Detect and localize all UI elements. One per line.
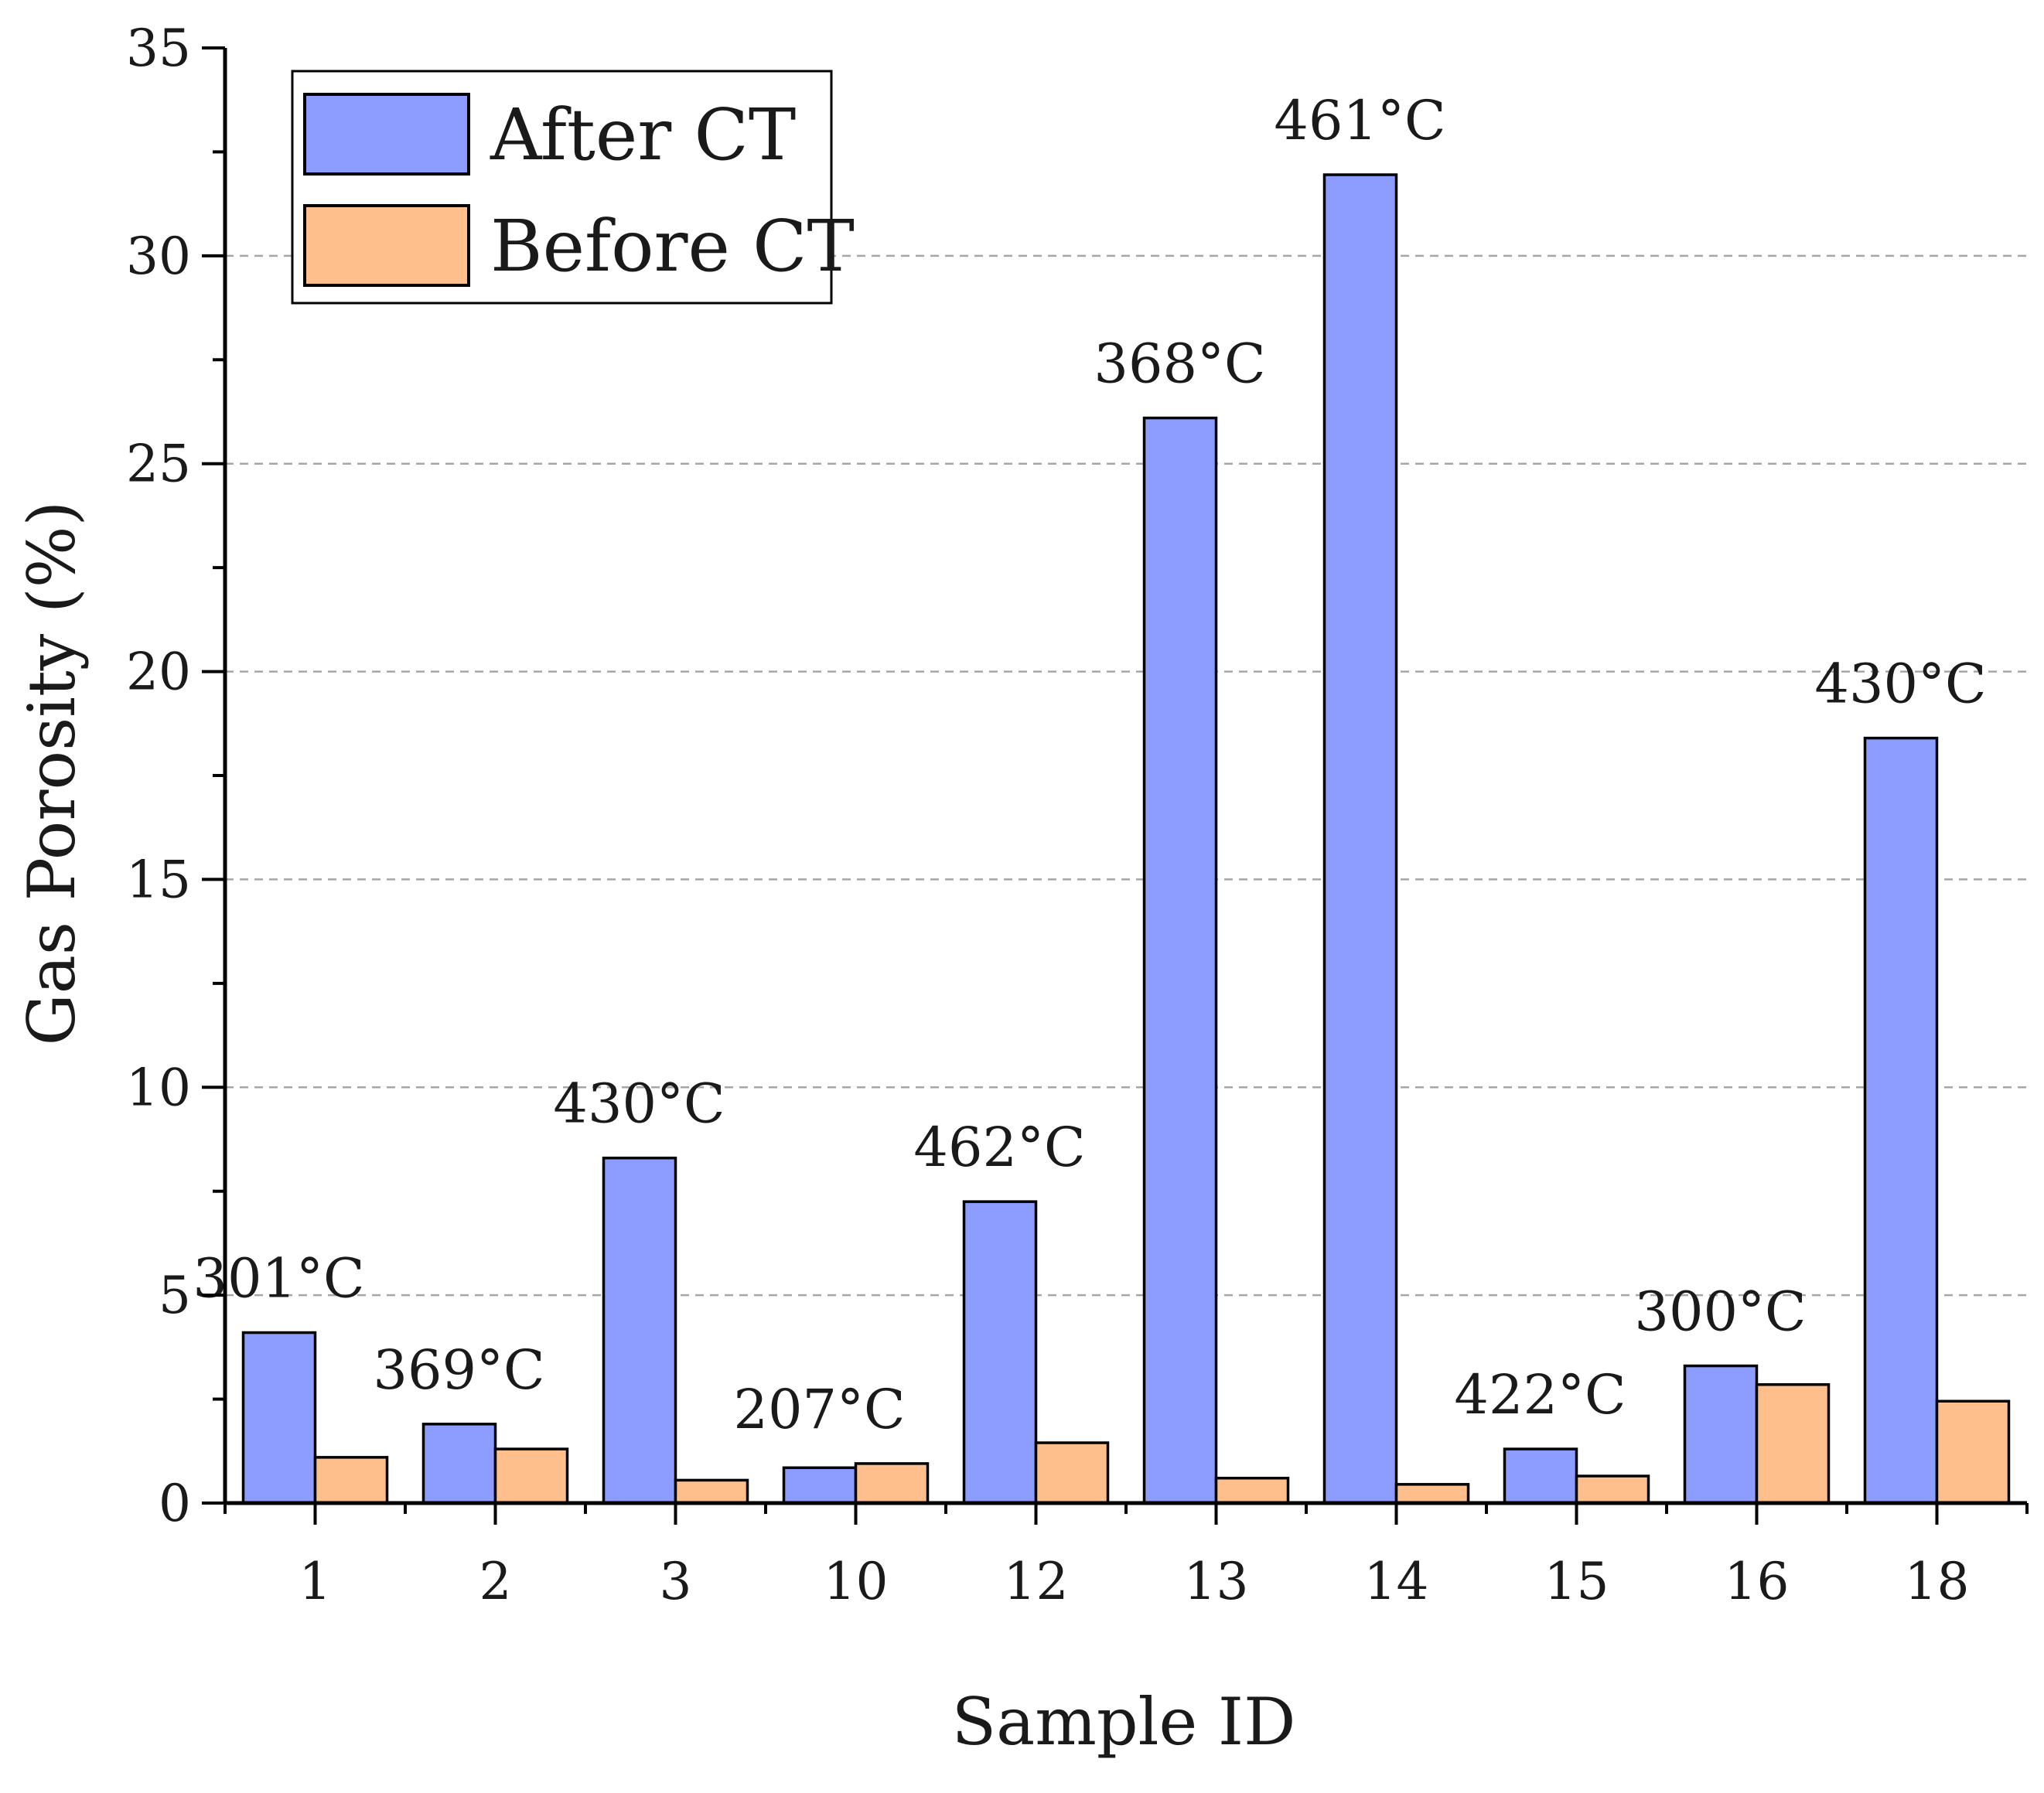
legend: After CT Before CT	[291, 70, 855, 305]
x-tick-label-10: 10	[824, 1552, 889, 1611]
grid-lines	[225, 254, 2027, 1297]
bar-before-ct-sample-1	[313, 1456, 389, 1505]
x-tick-label-12: 12	[1004, 1552, 1069, 1611]
x-tick-label-16: 16	[1725, 1552, 1790, 1611]
y-tick-label-35: 35	[126, 19, 191, 78]
annotation-sample-18: 430°C	[1814, 653, 1986, 716]
bar-before-ct-sample-13	[1214, 1476, 1290, 1505]
x-tick-label-18: 18	[1905, 1552, 1970, 1611]
legend-swatch-before-ct	[303, 204, 470, 287]
bar-before-ct-sample-16	[1755, 1383, 1831, 1505]
bar-after-ct-sample-18	[1863, 736, 1939, 1505]
annotation-sample-2: 369°C	[373, 1338, 544, 1402]
legend-label-before-ct: Before CT	[490, 205, 855, 288]
annotation-sample-15: 422°C	[1454, 1363, 1626, 1427]
y-axis-title: Gas Porosity (%)	[14, 501, 90, 1046]
y-tick-label-20: 20	[126, 643, 191, 702]
x-tick-label-13: 13	[1184, 1552, 1249, 1611]
bar-before-ct-sample-12	[1034, 1441, 1110, 1505]
x-tick-label-15: 15	[1544, 1552, 1609, 1611]
bar-after-ct-sample-13	[1142, 416, 1218, 1505]
legend-label-after-ct: After CT	[490, 94, 796, 176]
bar-after-ct-sample-2	[421, 1423, 497, 1505]
bar-after-ct-sample-10	[782, 1466, 858, 1505]
annotation-sample-10: 207°C	[733, 1378, 905, 1441]
annotation-sample-1: 301°C	[193, 1247, 364, 1311]
bar-after-ct-sample-15	[1503, 1447, 1578, 1505]
y-tick-label-30: 30	[126, 227, 191, 286]
legend-swatch-after-ct	[303, 93, 470, 176]
bar-after-ct-sample-16	[1683, 1364, 1759, 1505]
x-tick-label-14: 14	[1364, 1552, 1429, 1611]
bar-after-ct-sample-3	[602, 1156, 677, 1505]
bar-after-ct-sample-14	[1322, 173, 1398, 1505]
bars	[241, 173, 2011, 1505]
y-tick-label-10: 10	[126, 1058, 191, 1117]
bar-before-ct-sample-14	[1394, 1483, 1470, 1505]
x-tick-label-2: 2	[479, 1552, 512, 1611]
bar-before-ct-sample-2	[493, 1447, 569, 1505]
bar-before-ct-sample-15	[1575, 1474, 1650, 1505]
bar-before-ct-sample-3	[674, 1478, 749, 1505]
annotation-sample-3: 430°C	[553, 1072, 725, 1136]
x-tick-label-1: 1	[299, 1552, 332, 1611]
y-tick-label-0: 0	[159, 1474, 191, 1533]
annotation-sample-14: 461°C	[1274, 89, 1445, 152]
annotation-sample-16: 300°C	[1634, 1280, 1806, 1344]
bar-after-ct-sample-1	[241, 1331, 317, 1505]
annotation-sample-12: 462°C	[913, 1116, 1085, 1179]
y-tick-label-5: 5	[159, 1266, 191, 1325]
bar-before-ct-sample-10	[854, 1462, 930, 1505]
bar-after-ct-sample-12	[962, 1200, 1038, 1505]
y-tick-label-25: 25	[126, 435, 191, 494]
y-tick-label-15: 15	[126, 850, 191, 909]
x-tick-label-3: 3	[660, 1552, 692, 1611]
x-axis-title: Sample ID	[952, 1684, 1296, 1760]
bar-before-ct-sample-18	[1935, 1399, 2011, 1505]
annotation-sample-13: 368°C	[1094, 332, 1265, 396]
